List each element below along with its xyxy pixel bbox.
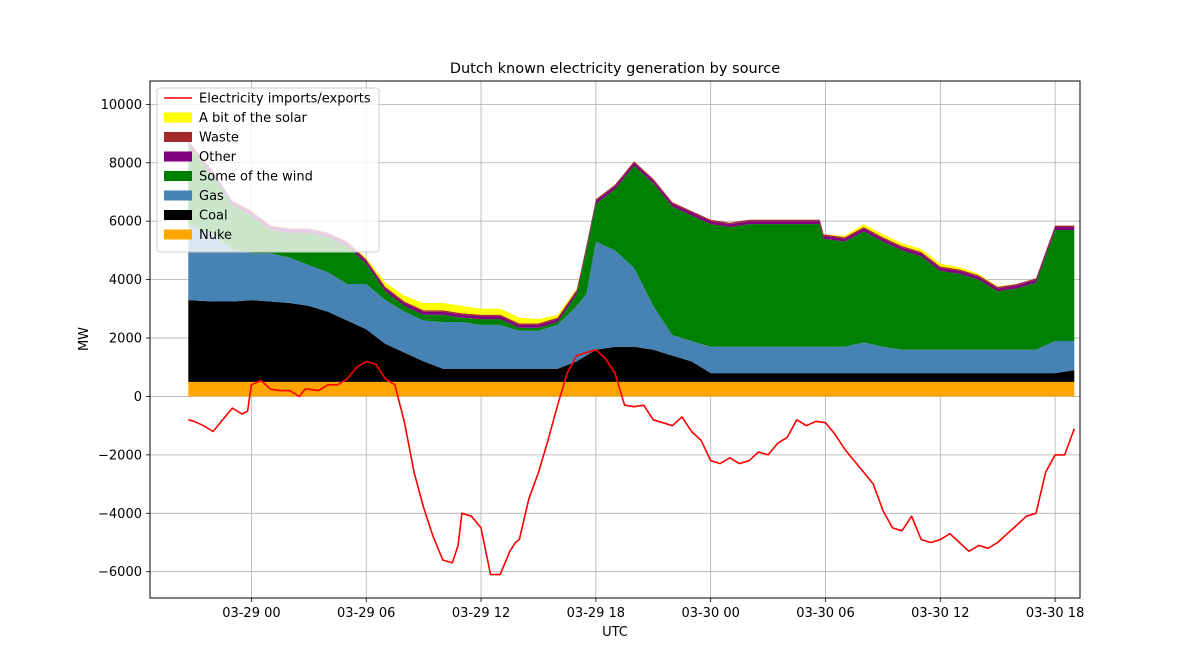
x-axis-label: UTC <box>602 625 628 640</box>
y-tick-label: −6000 <box>98 565 142 580</box>
y-tick-label: 0 <box>134 390 142 405</box>
y-tick-label: 6000 <box>109 215 142 230</box>
legend-label-solar: A bit of the solar <box>199 111 308 126</box>
x-tick-label: 03-30 18 <box>1026 606 1084 621</box>
legend-swatch-wind <box>164 171 192 181</box>
area-wind <box>188 145 1075 350</box>
legend-box <box>156 87 380 253</box>
y-tick-label: −4000 <box>98 507 142 522</box>
x-tick-label: 03-30 06 <box>796 606 854 621</box>
area-gas <box>188 224 1075 374</box>
legend-label-other: Other <box>199 150 237 165</box>
x-tick-label: 03-29 12 <box>452 606 510 621</box>
plot-frame <box>149 80 1081 599</box>
legend-label-waste: Waste <box>199 131 239 146</box>
legend-swatch-other <box>164 151 192 162</box>
imports-exports-line <box>188 348 1076 576</box>
legend-label-nuke: Nuke <box>199 228 232 243</box>
y-axis-label: MW <box>77 327 92 351</box>
legend-swatch-nuke <box>164 229 192 240</box>
x-tick-label: 03-30 12 <box>911 606 969 621</box>
legend-swatch-solar <box>164 112 192 123</box>
y-tick-label: 2000 <box>109 332 142 347</box>
legend-swatch-gas <box>164 190 192 201</box>
axis-ticks: 10000 8000 6000 4000 2000 0 −2000 −4000 −6000 03-… <box>98 98 1084 621</box>
legend: Electricity imports/exports A bit of the … <box>156 87 380 253</box>
imports-line-layer <box>188 348 1076 576</box>
y-tick-label: 4000 <box>109 273 142 288</box>
y-tick-label: −2000 <box>98 448 142 463</box>
legend-label-gas: Gas <box>199 189 224 204</box>
legend-label-coal: Coal <box>199 209 228 224</box>
stacked-areas <box>188 140 1075 397</box>
legend-swatch-coal <box>164 210 192 220</box>
area-coal <box>188 300 1075 382</box>
y-tick-label: 10000 <box>101 98 142 113</box>
legend-swatch-waste <box>164 132 192 142</box>
legend-label-wind: Some of the wind <box>199 170 313 185</box>
area-nuke <box>188 381 1075 397</box>
x-tick-label: 03-30 00 <box>681 606 739 621</box>
chart-title: Dutch known electricity generation by so… <box>450 61 780 77</box>
legend-label-imports: Electricity imports/exports <box>199 92 371 107</box>
y-tick-label: 8000 <box>109 156 142 171</box>
x-tick-label: 03-29 18 <box>567 606 625 621</box>
x-tick-label: 03-29 00 <box>222 606 280 621</box>
x-tick-label: 03-29 06 <box>337 606 395 621</box>
